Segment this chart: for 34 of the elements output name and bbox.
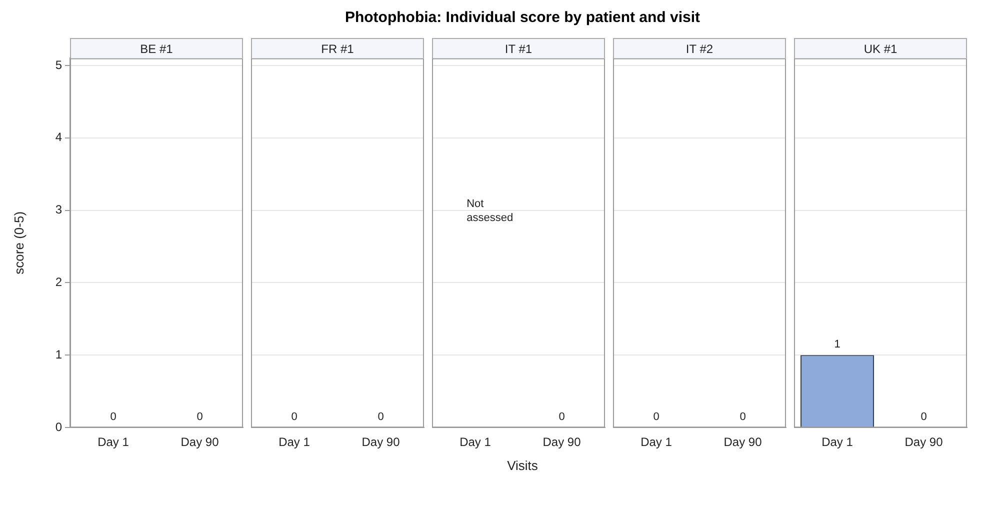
y-tick-label: 0 bbox=[55, 420, 62, 434]
data-label: 0 bbox=[920, 411, 927, 424]
y-axis-title: score (0-5) bbox=[11, 211, 26, 274]
y-tick-label: 2 bbox=[55, 275, 62, 290]
chart-title: Photophobia: Individual score by patient and visit bbox=[344, 8, 702, 28]
data-label: 0 bbox=[196, 411, 203, 424]
data-label: 0 bbox=[291, 411, 298, 424]
annotation: Not assessed bbox=[466, 198, 514, 224]
x-axis-title: Visits bbox=[506, 458, 539, 473]
x-tick-label: Day 1 bbox=[98, 435, 130, 450]
x-tick-label: Day 90 bbox=[180, 435, 220, 450]
x-tick-label: Day 1 bbox=[822, 435, 854, 450]
x-tick-label: Day 90 bbox=[724, 435, 762, 450]
chart-subtitle: FR #1 bbox=[251, 38, 424, 58]
y-tick-label: 4 bbox=[55, 130, 62, 144]
y-tick-label: 3 bbox=[55, 202, 62, 217]
x-tick-label: Day 1 bbox=[460, 435, 492, 450]
chart-subtitle: BE #1 bbox=[70, 38, 243, 58]
y-tick-label: 5 bbox=[55, 58, 62, 72]
data-label: 0 bbox=[740, 411, 746, 424]
data-label: 0 bbox=[558, 411, 565, 424]
data-label: 0 bbox=[653, 411, 660, 424]
chart-subtitle: IT #2 bbox=[613, 38, 786, 58]
chart-subtitle: IT #1 bbox=[432, 38, 605, 58]
x-tick-label: Day 1 bbox=[640, 435, 672, 450]
y-tick-label: 1 bbox=[55, 347, 62, 362]
data-label: 1 bbox=[834, 338, 840, 351]
data-label: 0 bbox=[110, 411, 116, 424]
x-tick-label: Day 1 bbox=[278, 435, 310, 450]
x-tick-label: Day 90 bbox=[362, 435, 400, 450]
data-label: 0 bbox=[378, 411, 384, 424]
chart-subtitle: UK #1 bbox=[794, 38, 967, 58]
x-tick-label: Day 90 bbox=[542, 435, 582, 450]
x-tick-label: Day 90 bbox=[904, 435, 944, 450]
